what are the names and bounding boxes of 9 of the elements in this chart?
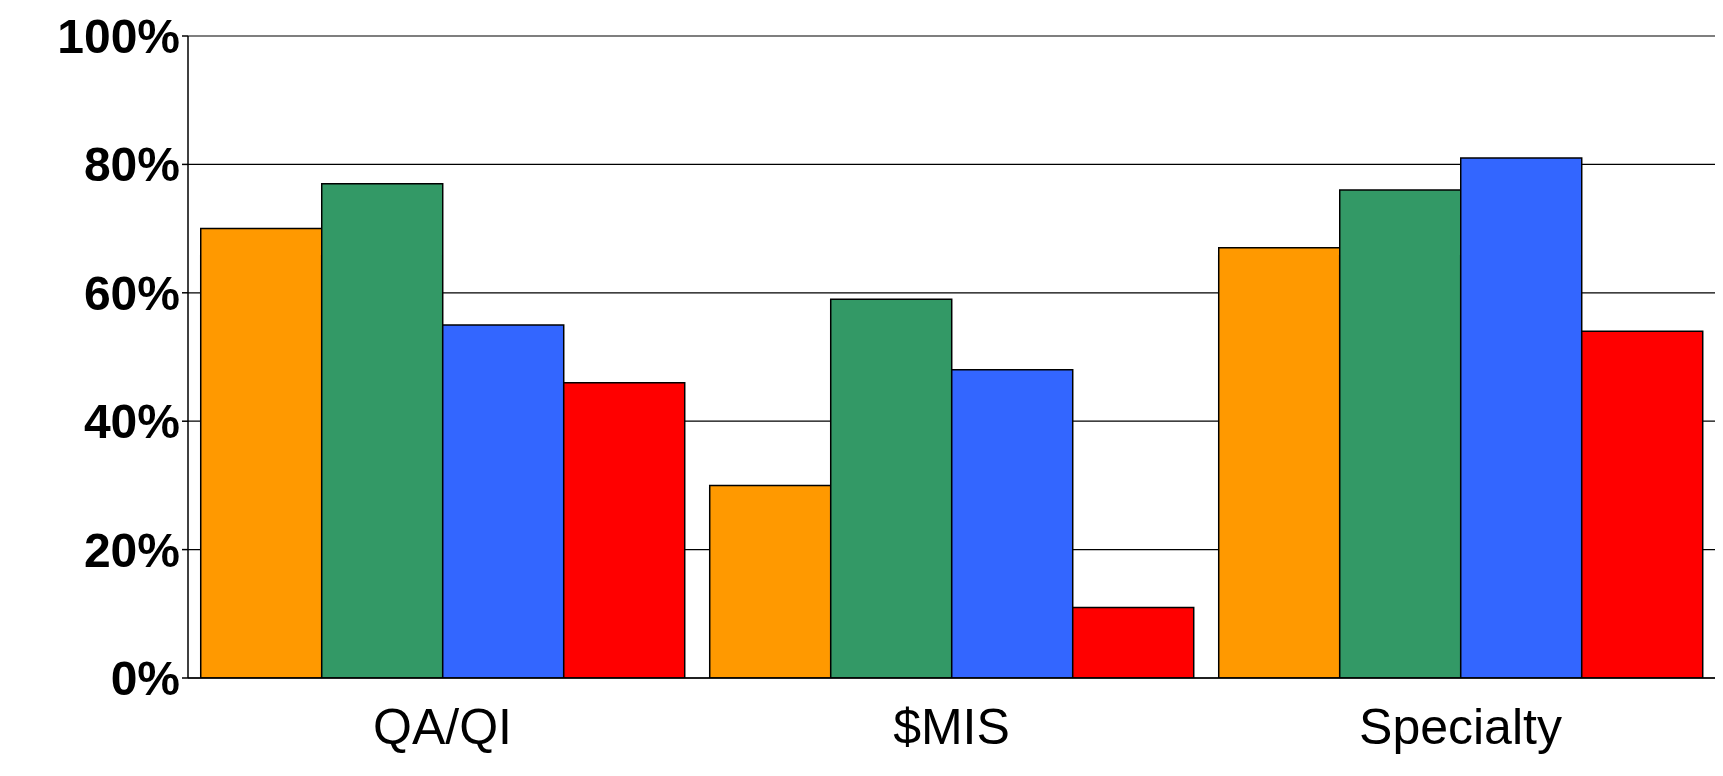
- x-tick-label: $MIS: [893, 698, 1010, 755]
- x-tick-label: Specialty: [1359, 698, 1562, 755]
- y-tick-label: 20%: [83, 523, 180, 577]
- y-tick-label: 60%: [83, 266, 180, 320]
- y-tick-label: 100%: [57, 10, 180, 64]
- x-tick-label: QA/QI: [373, 698, 512, 755]
- y-tick-label: 0%: [110, 652, 180, 706]
- y-tick-label: 80%: [83, 138, 180, 192]
- y-tick-label: 40%: [83, 395, 180, 449]
